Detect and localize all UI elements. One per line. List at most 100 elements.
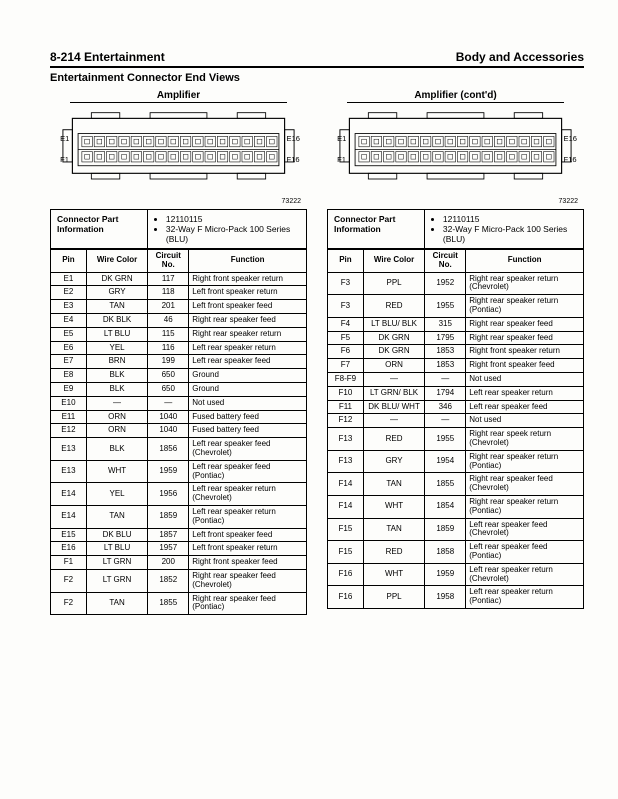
table-header-row: Pin Wire Color Circuit No. Function [51, 250, 307, 273]
cell-circ: 1040 [148, 424, 189, 438]
label-e16: E16 [287, 134, 300, 143]
cell-wire: RED [363, 295, 424, 318]
cell-pin: E10 [51, 396, 87, 410]
cell-func: Left rear speaker return (Chevrolet) [466, 563, 584, 586]
cell-circ: 1855 [148, 592, 189, 615]
table-row: F11DK BLU/ WHT346Left rear speaker feed [328, 400, 584, 414]
table-row: F2LT GRN1852Right rear speaker feed (Che… [51, 569, 307, 592]
cell-circ: 1955 [425, 295, 466, 318]
cell-wire: TAN [363, 518, 424, 541]
cell-circ: 1856 [148, 438, 189, 461]
columns: Amplifier E1 E16 F1 F16 [50, 90, 584, 615]
table-row: F13GRY1954Right rear speaker return (Pon… [328, 450, 584, 473]
table-row: F3PPL1952Right rear speaker return (Chev… [328, 272, 584, 295]
cell-wire: LT GRN/ BLK [363, 386, 424, 400]
cell-wire: DK GRN [363, 345, 424, 359]
cell-pin: F4 [328, 317, 364, 331]
cell-pin: F5 [328, 331, 364, 345]
left-pin-table: Pin Wire Color Circuit No. Function E1 DK… [50, 249, 307, 615]
cell-func: Left front speaker feed [189, 300, 307, 314]
cell-pin: F16 [328, 563, 364, 586]
table-row: E14YEL1956Left rear speaker return (Chev… [51, 483, 307, 506]
right-info-bullets: 12110115 32-Way F Micro-Pack 100 Series … [425, 210, 583, 248]
table-row: F6DK GRN1853Right front speaker return [328, 345, 584, 359]
cell-pin: E14 [51, 505, 87, 528]
table-row: E14TAN1859Left rear speaker return (Pont… [51, 505, 307, 528]
cell-pin: E4 [51, 313, 87, 327]
table-row: E15DK BLU1857Left front speaker feed [51, 528, 307, 542]
cell-pin: E1 [51, 272, 87, 286]
cell-pin: F13 [328, 450, 364, 473]
cell-circ: 1853 [425, 359, 466, 373]
cell-pin: E15 [51, 528, 87, 542]
cell-pin: F14 [328, 473, 364, 496]
cell-circ: 115 [148, 327, 189, 341]
cell-circ: 1959 [425, 563, 466, 586]
table-row: F14TAN1855Right rear speaker feed (Chevr… [328, 473, 584, 496]
table-row: E4DK BLK46Right rear speaker feed [51, 313, 307, 327]
table-row: E7BRN199Left rear speaker feed [51, 355, 307, 369]
cell-func: Fused battery feed [189, 424, 307, 438]
left-info-box: Connector Part Information 12110115 32-W… [50, 209, 307, 249]
table-row: F8-F9——Not used [328, 372, 584, 386]
table-row: F10LT GRN/ BLK1794Left rear speaker retu… [328, 386, 584, 400]
cell-pin: F15 [328, 541, 364, 564]
cell-pin: F12 [328, 414, 364, 428]
cell-wire: DK BLU [86, 528, 147, 542]
right-info-label: Connector Part Information [328, 210, 425, 248]
cell-circ: 46 [148, 313, 189, 327]
cell-pin: E3 [51, 300, 87, 314]
cell-pin: F13 [328, 428, 364, 451]
cell-pin: F7 [328, 359, 364, 373]
cell-circ: — [425, 414, 466, 428]
table-row: F16PPL1958Left rear speaker return (Pont… [328, 586, 584, 609]
cell-func: Right rear speaker feed (Chevrolet) [189, 569, 307, 592]
cell-wire: PPL [363, 272, 424, 295]
cell-pin: F8-F9 [328, 372, 364, 386]
cell-wire: BLK [86, 382, 147, 396]
left-info-b2: 32-Way F Micro-Pack 100 Series (BLU) [166, 224, 300, 244]
label-f1: F1 [60, 155, 69, 164]
cell-circ: 1959 [148, 460, 189, 483]
cell-circ: 1853 [425, 345, 466, 359]
cell-func: Left rear speaker return (Chevrolet) [189, 483, 307, 506]
cell-pin: F15 [328, 518, 364, 541]
connector-diagram-right: E1 E16 F1 F16 [327, 107, 584, 197]
cell-func: Right rear speaker feed (Chevrolet) [466, 473, 584, 496]
table-row: F7ORN1853Right front speaker feed [328, 359, 584, 373]
table-row: F3RED1955Right rear speaker return (Pont… [328, 295, 584, 318]
label-e1: E1 [60, 134, 69, 143]
cell-circ: — [425, 372, 466, 386]
table-row: F13RED1955Right rear speek return (Chevr… [328, 428, 584, 451]
cell-wire: DK BLU/ WHT [363, 400, 424, 414]
cell-circ: 650 [148, 369, 189, 383]
cell-func: Left rear speaker return (Pontiac) [189, 505, 307, 528]
cell-func: Left rear speaker feed [189, 355, 307, 369]
cell-func: Ground [189, 382, 307, 396]
cell-func: Right rear speaker feed [466, 317, 584, 331]
cell-func: Right rear speaker return (Chevrolet) [466, 272, 584, 295]
cell-func: Left front speaker return [189, 286, 307, 300]
cell-wire: TAN [86, 592, 147, 615]
cell-func: Right rear speaker return (Pontiac) [466, 295, 584, 318]
page: 8-214 Entertainment Body and Accessories… [0, 0, 618, 799]
cell-circ: 315 [425, 317, 466, 331]
table-row: F12——Not used [328, 414, 584, 428]
cell-pin: E2 [51, 286, 87, 300]
cell-wire: YEL [86, 341, 147, 355]
cell-pin: F3 [328, 295, 364, 318]
cell-wire: TAN [86, 505, 147, 528]
cell-circ: 1859 [148, 505, 189, 528]
cell-wire: TAN [86, 300, 147, 314]
cell-func: Right rear speaker return (Pontiac) [466, 450, 584, 473]
cell-wire: DK GRN [363, 331, 424, 345]
cell-func: Left front speaker feed [189, 528, 307, 542]
cell-func: Not used [466, 372, 584, 386]
cell-func: Fused battery feed [189, 410, 307, 424]
left-info-b1: 12110115 [166, 214, 300, 224]
cell-wire: BRN [86, 355, 147, 369]
table-row: E8BLK650Ground [51, 369, 307, 383]
cell-func: Left rear speaker return [466, 386, 584, 400]
cell-circ: 1859 [425, 518, 466, 541]
header-right: Body and Accessories [456, 50, 584, 64]
